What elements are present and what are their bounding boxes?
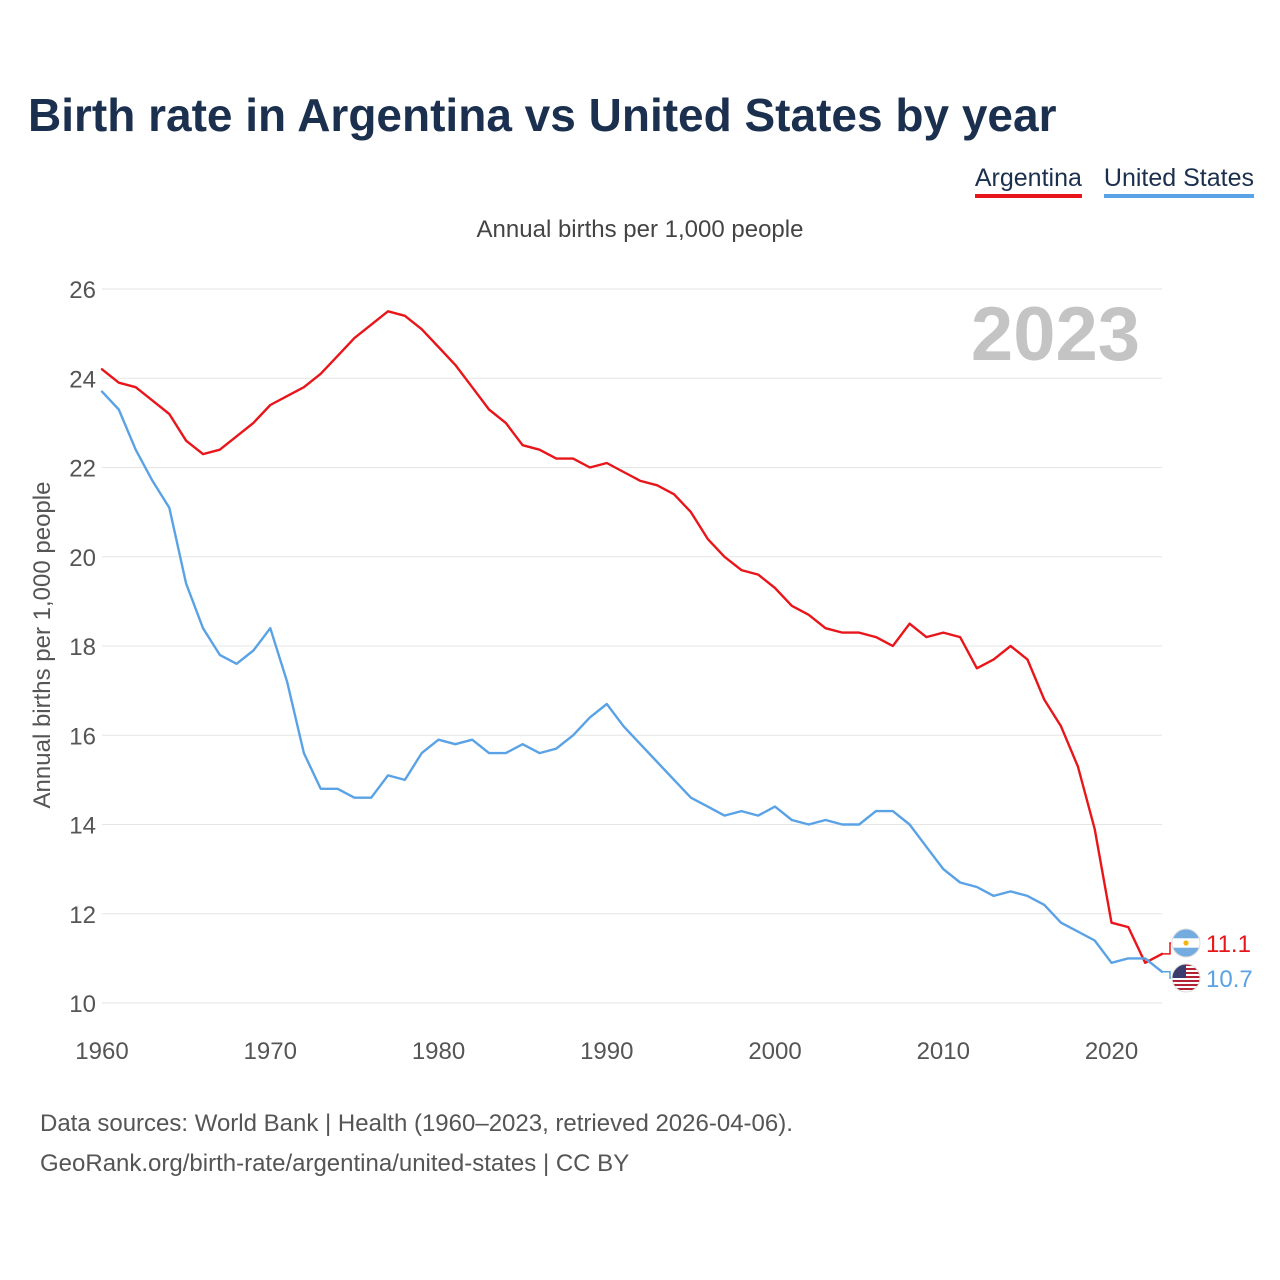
y-tick-label: 10 [69,991,96,1018]
year-watermark: 2023 [971,292,1140,377]
end-value-label: 11.1 [1206,931,1251,958]
end-value-label: 10.7 [1206,966,1253,993]
y-tick-label: 22 [69,456,96,483]
x-tick-label: 2010 [917,1038,970,1065]
argentina-flag-icon [1171,928,1201,958]
x-tick-label: 1980 [412,1038,465,1065]
chart-subtitle: Annual births per 1,000 people [476,216,804,243]
y-axis-title: Annual births per 1,000 people [29,482,56,809]
y-tick-label: 24 [69,366,96,393]
y-tick-label: 20 [69,545,96,572]
x-tick-label: 2020 [1085,1038,1138,1065]
legend-item-united-states[interactable]: United States [1103,164,1254,198]
x-tick-label: 2000 [748,1038,801,1065]
y-tick-label: 26 [69,277,96,304]
y-axis-ticks: 10 12 14 16 18 20 22 24 26 [69,277,96,1018]
end-label-connector [1162,942,1171,955]
legend-item-argentina[interactable]: Argentina [974,164,1082,198]
y-tick-label: 18 [69,634,96,661]
data-sources-note: Data sources: World Bank | Health (1960–… [40,1110,793,1137]
x-tick-label: 1970 [244,1038,297,1065]
y-tick-label: 12 [69,902,96,929]
series-line-united-states[interactable] [100,390,1164,973]
footer: Data sources: World Bank | Health (1960–… [40,1104,793,1184]
end-label-connector [1162,971,1171,979]
y-tick-label: 16 [69,723,96,750]
x-tick-label: 1960 [75,1038,128,1065]
united-states-flag-icon [1171,963,1201,993]
series-line-argentina[interactable] [100,310,1164,964]
page-title: Birth rate in Argentina vs United States… [28,89,1057,141]
x-axis-ticks: 1960 1970 1980 1990 2000 2010 2020 [75,1038,1138,1065]
end-labels: 11.1 10.7 [1162,928,1253,993]
x-tick-label: 1990 [580,1038,633,1065]
chart-legend: Argentina United States [974,164,1254,198]
grid-lines [102,288,1162,1004]
series-lines [100,310,1164,973]
source-url[interactable]: GeoRank.org/birth-rate/argentina/united-… [40,1150,630,1177]
y-tick-label: 14 [69,813,96,840]
